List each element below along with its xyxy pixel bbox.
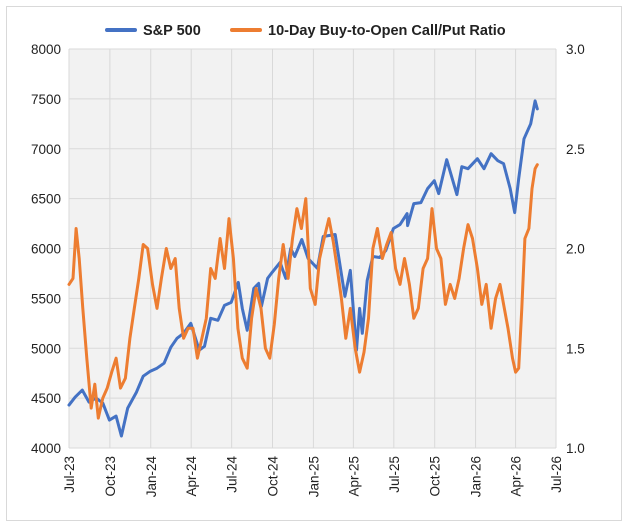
- y-right-tick-label: 2.0: [566, 242, 585, 257]
- call-put-ratio-series-line: [67, 163, 539, 420]
- x-tick-label: Jan-24: [144, 456, 159, 498]
- legend-label-call-put-ratio: 10-Day Buy-to-Open Call/Put Ratio: [268, 23, 506, 39]
- legend: S&P 500 10-Day Buy-to-Open Call/Put Ratio: [105, 23, 506, 39]
- y-left-tick-label: 4000: [31, 441, 61, 456]
- x-tick-label: Oct-25: [428, 456, 443, 497]
- axes: 4000 4500 5000 5500 6000 6500 7000 7500 8000 1.0 1…: [31, 42, 585, 497]
- y-left-tick-label: 7500: [31, 92, 61, 107]
- chart-frame: 4000 4500 5000 5500 6000 6500 7000 7500 8000 1.0 1…: [6, 6, 622, 521]
- y-right-tick-label: 1.5: [566, 341, 585, 356]
- y-left-tick-label: 6500: [31, 192, 61, 207]
- x-tick-label: Jul-26: [549, 456, 564, 493]
- x-tick-label: Apr-24: [184, 456, 199, 497]
- x-tick-label: Jan-26: [469, 456, 484, 497]
- sp500-series-line: [67, 99, 539, 438]
- y-right-tick-label: 1.0: [566, 441, 585, 456]
- y-left-tick-label: 8000: [31, 42, 61, 57]
- x-tick-label: Jul-23: [62, 456, 77, 493]
- x-tick-label: Apr-26: [509, 456, 524, 497]
- chart: 4000 4500 5000 5500 6000 6500 7000 7500 8000 1.0 1…: [31, 23, 585, 497]
- y-right-tick-label: 2.5: [566, 142, 585, 157]
- y-left-tick-label: 5000: [31, 341, 61, 356]
- y-left-tick-label: 4500: [31, 391, 61, 406]
- y-left-tick-label: 5500: [31, 291, 61, 306]
- y-left-tick-label: 6000: [31, 242, 61, 257]
- x-tick-label: Oct-23: [103, 456, 118, 497]
- y-left-tick-label: 7000: [31, 142, 61, 157]
- x-tick-label: Jul-24: [225, 456, 240, 493]
- x-tick-label: Jan-25: [306, 456, 321, 497]
- x-tick-label: Jul-25: [387, 456, 402, 493]
- series-lines: [67, 99, 539, 438]
- x-tick-label: Oct-24: [266, 456, 281, 497]
- y-right-tick-label: 3.0: [566, 42, 585, 57]
- x-tick-label: Apr-25: [346, 456, 361, 497]
- legend-label-sp500: S&P 500: [143, 23, 201, 39]
